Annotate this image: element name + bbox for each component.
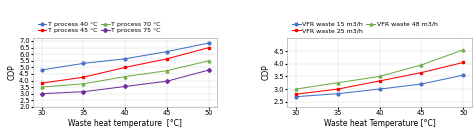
T process 75 °C bbox=[206, 69, 212, 71]
T process 45 °C bbox=[122, 67, 128, 68]
T process 70 °C bbox=[39, 86, 45, 88]
VFR waste 25 m3/h bbox=[335, 88, 340, 90]
VFR waste 25 m3/h bbox=[377, 80, 383, 82]
VFR waste 15 m3/h bbox=[419, 83, 424, 85]
VFR waste 15 m3/h bbox=[293, 96, 299, 98]
Y-axis label: COP: COP bbox=[262, 65, 271, 80]
T process 70 °C bbox=[206, 60, 212, 62]
VFR waste 25 m3/h bbox=[293, 93, 299, 95]
Line: T process 70 °C: T process 70 °C bbox=[40, 59, 210, 89]
T process 45 °C bbox=[164, 58, 170, 60]
VFR waste 48 m3/h bbox=[419, 64, 424, 66]
T process 40 °C bbox=[81, 63, 86, 64]
VFR waste 48 m3/h bbox=[335, 82, 340, 84]
T process 75 °C bbox=[164, 80, 170, 82]
VFR waste 48 m3/h bbox=[460, 49, 466, 51]
Line: T process 75 °C: T process 75 °C bbox=[40, 69, 210, 95]
T process 45 °C bbox=[81, 76, 86, 78]
T process 70 °C bbox=[122, 76, 128, 77]
VFR waste 15 m3/h bbox=[377, 88, 383, 90]
Y-axis label: COP: COP bbox=[7, 65, 16, 80]
VFR waste 15 m3/h bbox=[335, 93, 340, 95]
Line: VFR waste 48 m3/h: VFR waste 48 m3/h bbox=[294, 48, 465, 91]
Legend: VFR waste 15 m3/h, VFR waste 25 m3/h, VFR waste 48 m3/h: VFR waste 15 m3/h, VFR waste 25 m3/h, VF… bbox=[291, 20, 439, 35]
X-axis label: Waste heat temperature  [°C]: Waste heat temperature [°C] bbox=[68, 119, 182, 128]
Legend: T process 40 °C, T process 45 °C, T process 70 °C, T process 75 °C: T process 40 °C, T process 45 °C, T proc… bbox=[36, 20, 162, 35]
VFR waste 25 m3/h bbox=[460, 62, 466, 63]
T process 40 °C bbox=[206, 42, 212, 44]
T process 75 °C bbox=[39, 93, 45, 95]
T process 40 °C bbox=[122, 58, 128, 60]
VFR waste 48 m3/h bbox=[293, 88, 299, 90]
T process 70 °C bbox=[81, 83, 86, 85]
T process 40 °C bbox=[164, 51, 170, 52]
VFR waste 25 m3/h bbox=[419, 72, 424, 73]
T process 70 °C bbox=[164, 70, 170, 72]
VFR waste 15 m3/h bbox=[460, 74, 466, 76]
T process 75 °C bbox=[81, 91, 86, 92]
VFR waste 48 m3/h bbox=[377, 76, 383, 77]
Line: T process 45 °C: T process 45 °C bbox=[40, 46, 210, 85]
T process 45 °C bbox=[39, 82, 45, 84]
T process 45 °C bbox=[206, 47, 212, 48]
Line: VFR waste 15 m3/h: VFR waste 15 m3/h bbox=[294, 74, 465, 98]
Line: VFR waste 25 m3/h: VFR waste 25 m3/h bbox=[294, 61, 465, 96]
Line: T process 40 °C: T process 40 °C bbox=[40, 42, 210, 71]
T process 75 °C bbox=[122, 86, 128, 87]
X-axis label: Waste heat Temperature [°C]: Waste heat Temperature [°C] bbox=[324, 119, 436, 128]
T process 40 °C bbox=[39, 69, 45, 71]
